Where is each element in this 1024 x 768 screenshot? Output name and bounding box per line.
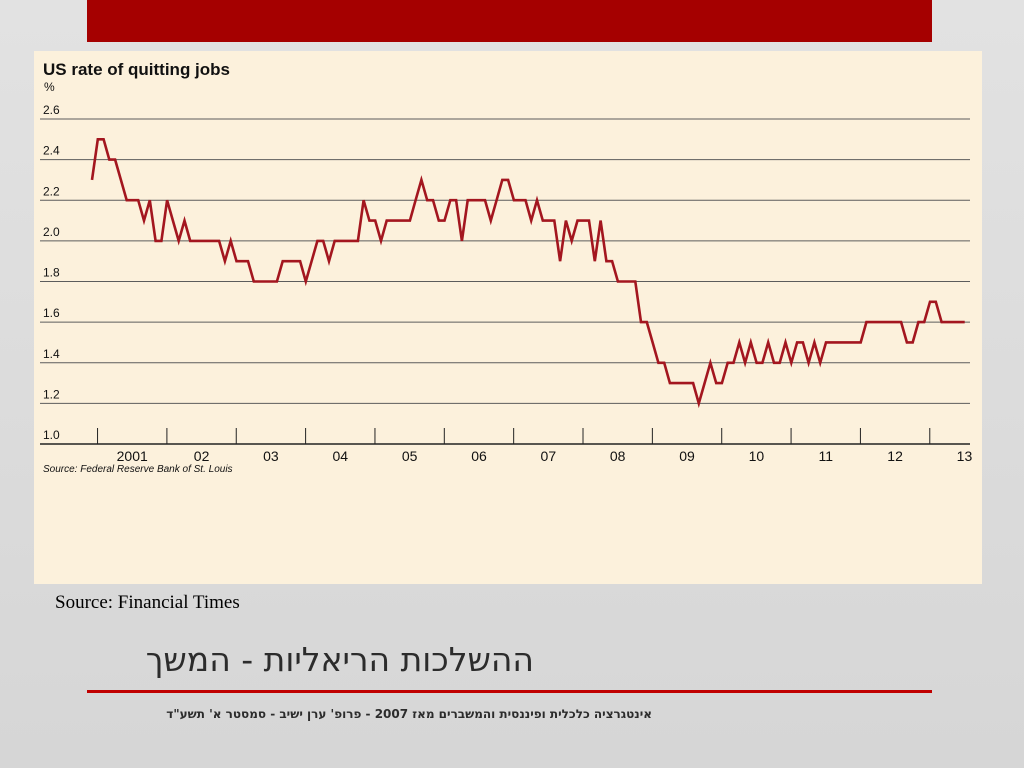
x-tick-label: 06 bbox=[471, 448, 487, 464]
x-tick-label: 09 bbox=[679, 448, 695, 464]
chart-source-note: Source: Federal Reserve Bank of St. Loui… bbox=[43, 464, 233, 475]
slide-title: ההשלכות הריאליות - המשך bbox=[145, 640, 534, 679]
x-tick-label: 11 bbox=[818, 448, 833, 464]
chart-panel: US rate of quitting jobs % 2.6 2.4 2.2 2.0 1… bbox=[34, 51, 982, 584]
x-tick-label: 03 bbox=[263, 448, 279, 464]
x-tick-label: 05 bbox=[402, 448, 418, 464]
x-tick-label: 07 bbox=[541, 448, 557, 464]
x-tick-label: 13 bbox=[957, 448, 973, 464]
quit-rate-series-line bbox=[90, 138, 965, 409]
slide-footer: אינטגרציה כלכלית ופיננסית והמשברים מאז 2… bbox=[166, 707, 652, 721]
y-tick-label: 1.0 bbox=[43, 428, 60, 442]
y-tick-label: 1.8 bbox=[43, 266, 60, 280]
title-underline bbox=[87, 690, 932, 693]
x-tick-label: 02 bbox=[194, 448, 210, 464]
source-caption: Source: Financial Times bbox=[55, 592, 240, 613]
quit-rate-chart: US rate of quitting jobs % 2.6 2.4 2.2 2.0 1… bbox=[40, 60, 973, 475]
y-tick-label: 1.2 bbox=[43, 387, 60, 401]
x-tick-label: 12 bbox=[887, 448, 903, 464]
top-accent-bar bbox=[87, 0, 932, 42]
y-tick-label: 2.0 bbox=[43, 225, 60, 239]
x-tick-label: 08 bbox=[610, 448, 626, 464]
y-unit-label: % bbox=[44, 80, 55, 94]
x-tick-label: 2001 bbox=[117, 448, 148, 464]
x-tick-label: 04 bbox=[332, 448, 348, 464]
y-tick-label: 2.6 bbox=[43, 103, 60, 117]
y-tick-label: 2.2 bbox=[43, 184, 60, 198]
y-tick-label: 1.4 bbox=[43, 347, 60, 361]
chart-title: US rate of quitting jobs bbox=[43, 60, 230, 79]
y-tick-label: 1.6 bbox=[43, 306, 60, 320]
x-tick-label: 10 bbox=[749, 448, 765, 464]
y-tick-label: 2.4 bbox=[43, 144, 60, 158]
